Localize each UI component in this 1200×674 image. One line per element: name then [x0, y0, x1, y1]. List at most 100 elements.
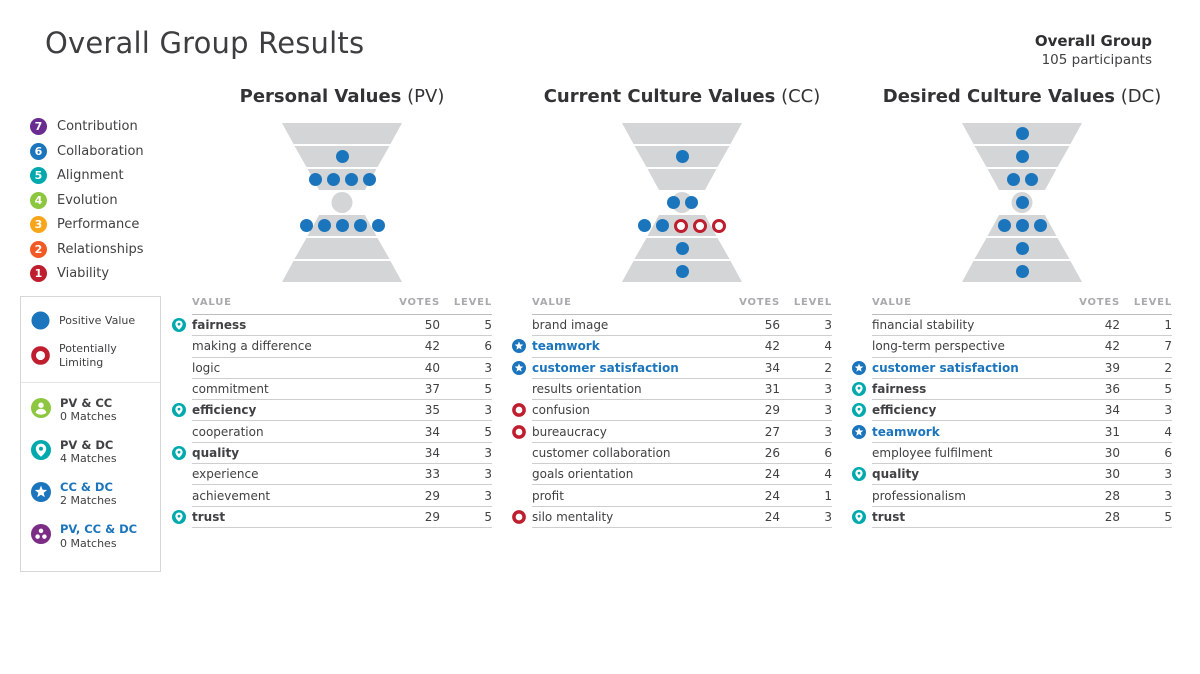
votes-cell: 42: [1104, 339, 1120, 354]
votes-cell: 36: [1104, 382, 1120, 397]
positive-value-dot: [675, 242, 689, 255]
limiting-value-dot: [674, 218, 688, 233]
positive-value-dot: [684, 196, 698, 209]
value-cell: teamwork: [872, 424, 940, 439]
dot-row: [308, 173, 376, 186]
table-row: customer satisfaction 34 2: [512, 358, 832, 379]
hourglass-level-2: [602, 238, 762, 259]
pin-icon: [852, 467, 866, 482]
positive-value-dot: [1006, 173, 1020, 186]
star-icon: [852, 360, 866, 375]
values-hourglass-cc: [602, 123, 762, 282]
votes-cell: 29: [764, 403, 780, 418]
table-row: financial stability 42 1: [872, 315, 1172, 337]
column-cc: Current Culture Values (CC) VALUE VOTES LEV…: [512, 78, 852, 572]
legend-match-star: CC & DC 2 Matches: [31, 480, 152, 509]
ring-icon: [512, 424, 526, 439]
table-row: customer satisfaction 39 2: [852, 358, 1172, 379]
value-cell: profit: [532, 488, 564, 503]
level-item-7: 7 Contribution: [30, 118, 172, 135]
table-row: confusion 29 3: [512, 400, 832, 422]
level-cell: 3: [824, 382, 832, 397]
hourglass-level-7: [942, 123, 1102, 144]
value-cell: logic: [192, 360, 221, 375]
value-cell: silo mentality: [532, 509, 614, 524]
table-row: goals orientation 24 4: [532, 464, 832, 486]
votes-cell: 42: [764, 339, 780, 354]
values-table-cc: VALUE VOTES LEVEL brand image 56 3 teamwork 42 4…: [512, 294, 832, 528]
level-label: Viability: [57, 266, 110, 281]
positive-value-dot: [666, 196, 680, 209]
table-row: teamwork 31 4: [852, 421, 1172, 443]
value-cell: trust: [192, 509, 226, 524]
positive-value-dot: [353, 219, 367, 232]
level-label: Relationships: [57, 241, 144, 257]
level-cell: 3: [1164, 467, 1172, 482]
hourglass-level-3: [942, 215, 1102, 236]
value-cell: efficiency: [192, 403, 257, 418]
legend-positive-label: Positive Value: [59, 313, 136, 327]
legend-match-pin: PV & DC 4 Matches: [31, 438, 152, 467]
positive-value-dot: [362, 173, 376, 186]
pin-icon: [172, 403, 186, 418]
hourglass-band: [307, 169, 377, 190]
level-5-badge-icon: 5: [30, 167, 47, 184]
hourglass-level-5: [262, 169, 422, 190]
votes-cell: 30: [1104, 445, 1120, 460]
level-cell: 5: [484, 424, 492, 439]
votes-cell: 24: [764, 488, 780, 503]
positive-value-dot: [675, 150, 689, 163]
pin-icon: [852, 403, 866, 418]
table-row: experience 33 3: [192, 464, 492, 486]
column-title-text: Personal Values: [239, 86, 402, 107]
content: 7 Contribution 6 Collaboration 5 Alignment 4 Ev…: [0, 78, 1200, 572]
hourglass-level-6: [262, 146, 422, 167]
table-row: achievement 29 3: [192, 485, 492, 507]
level-cell: 3: [484, 467, 492, 482]
values-hourglass-dc: [942, 123, 1102, 282]
votes-column-header: VOTES: [1079, 297, 1120, 308]
votes-cell: 39: [1104, 360, 1120, 375]
positive-value-dot: [675, 265, 689, 278]
level-cell: 4: [824, 339, 832, 354]
dot-row: [1015, 127, 1029, 140]
hourglass-level-3: [602, 215, 762, 236]
votes-cell: 34: [424, 424, 440, 439]
votes-cell: 50: [424, 318, 440, 333]
votes-cell: 28: [1104, 509, 1120, 524]
level-cell: 5: [1164, 509, 1172, 524]
legend-box: Positive Value Potentially Limiting PV & …: [20, 296, 161, 572]
level-item-2: 2 Relationships: [30, 240, 172, 258]
legend-match-cluster: PV, CC & DC 0 Matches: [31, 522, 152, 551]
star-icon: [512, 360, 526, 375]
hourglass-level-7: [602, 123, 762, 144]
hourglass-band: [282, 123, 402, 144]
pin-icon: [852, 382, 866, 397]
dot-row: [299, 219, 385, 232]
table-row: efficiency 34 3: [852, 400, 1172, 422]
top-bar: Overall Group Results Overall Group 105 …: [0, 0, 1200, 68]
hourglass-band: [331, 192, 353, 213]
legend-divider: [21, 381, 160, 383]
ring-icon: [512, 403, 526, 418]
level-cell: 6: [1164, 445, 1172, 460]
votes-cell: 26: [764, 445, 780, 460]
values-hourglass-pv: [262, 123, 422, 282]
dot-row: [335, 150, 349, 163]
votes-cell: 24: [764, 467, 780, 482]
hourglass-level-2: [942, 238, 1102, 259]
level-item-4: 4 Evolution: [30, 191, 172, 209]
level-item-5: 5 Alignment: [30, 167, 172, 184]
value-cell: quality: [192, 445, 240, 460]
legend-match-text: CC & DC 2 Matches: [60, 480, 117, 509]
positive-value-icon: [31, 311, 50, 330]
votes-cell: 34: [424, 445, 440, 460]
table-row: professionalism 28 3: [872, 485, 1172, 507]
level-column-header: LEVEL: [453, 297, 492, 308]
level-2-badge-icon: 2: [30, 240, 47, 258]
page-title: Overall Group Results: [45, 26, 365, 60]
value-cell: efficiency: [872, 403, 937, 418]
table-row: trust 28 5: [852, 507, 1172, 528]
positive-value-dot: [326, 173, 340, 186]
votes-cell: 40: [424, 360, 440, 375]
